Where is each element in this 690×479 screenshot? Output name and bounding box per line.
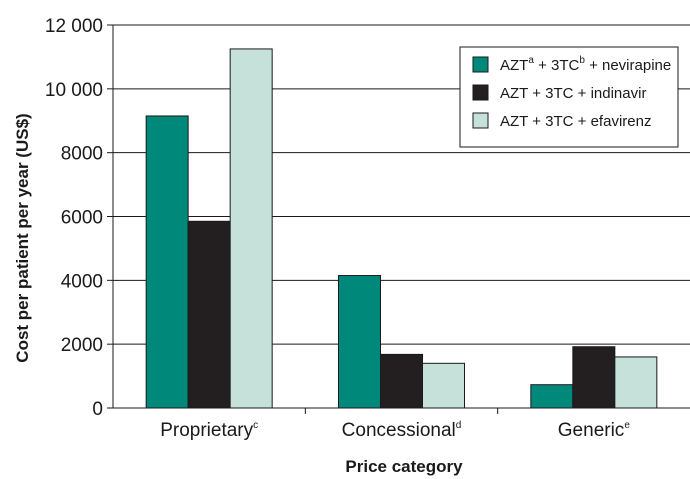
bar <box>422 362 465 409</box>
x-axis-title: Price category <box>345 457 463 476</box>
bars <box>145 48 658 409</box>
legend-label: AZT + 3TC + indinavir <box>500 85 646 102</box>
legend-label: AZTa + 3TCb + nevirapine <box>500 55 671 74</box>
x-category-label: Generice <box>558 420 631 441</box>
y-tick-label: 2000 <box>61 335 103 356</box>
y-tick-label: 4000 <box>61 271 103 292</box>
legend-swatch <box>472 112 489 129</box>
y-axis-title: Cost per patient per year (US$) <box>13 113 32 362</box>
x-category-label: Concessionald <box>342 420 462 441</box>
bar <box>145 115 189 409</box>
y-tick-label: 10 000 <box>45 80 103 101</box>
y-tick-labels: 0 2000 4000 6000 8000 10 000 12 000 <box>45 16 103 420</box>
legend-swatch <box>472 84 489 101</box>
legend: AZTa + 3TCb + nevirapine AZT + 3TC + indi… <box>459 46 679 148</box>
bar <box>338 275 381 409</box>
bar <box>572 346 616 409</box>
legend-swatch <box>472 56 489 73</box>
y-tick-label: 6000 <box>61 208 103 229</box>
bar <box>380 353 423 409</box>
legend-label: AZT + 3TC + efavirenz <box>500 113 651 130</box>
bar <box>229 48 273 409</box>
y-tick-label: 12 000 <box>45 16 103 37</box>
bar <box>187 220 231 409</box>
axes <box>107 24 690 414</box>
y-tick-label: 0 <box>92 399 103 420</box>
legend-box <box>459 46 679 148</box>
bar <box>614 356 658 409</box>
x-category-label: Proprietaryc <box>160 420 258 441</box>
y-tick-label: 8000 <box>61 144 103 165</box>
bar <box>530 384 574 409</box>
x-category-labels: Proprietaryc Concessionald Generice <box>160 420 630 441</box>
